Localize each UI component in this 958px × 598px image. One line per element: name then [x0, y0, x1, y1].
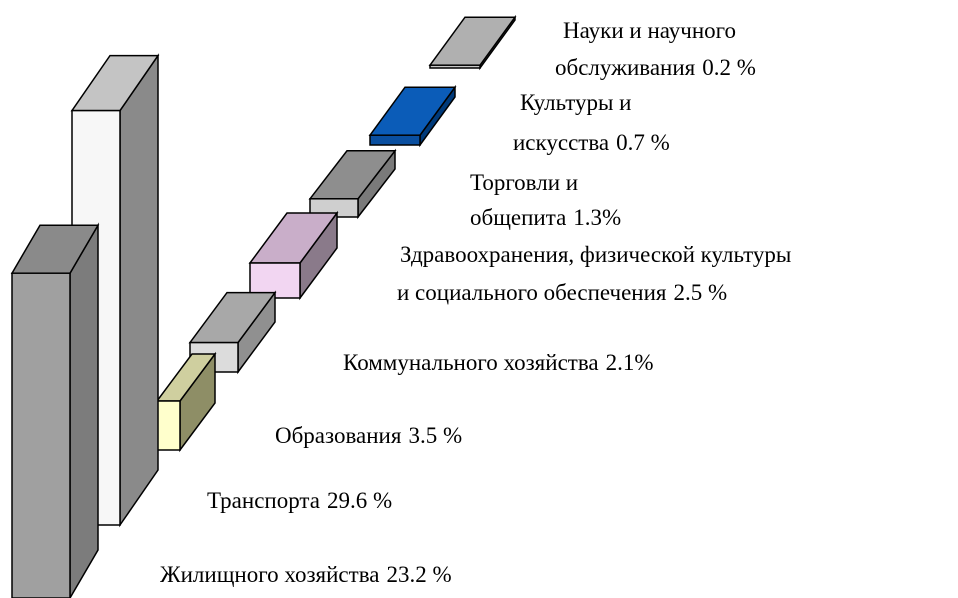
category-label: общепита 1.3%	[470, 205, 621, 230]
bar	[155, 351, 217, 453]
category-label: Транспорта 29.6 %	[207, 488, 392, 513]
bar	[368, 84, 457, 148]
bar-front	[11, 272, 71, 598]
bar-front	[156, 400, 181, 451]
bar	[428, 14, 517, 71]
bar	[248, 210, 339, 301]
category-label: Жилищного хозяйства 23.2 %	[160, 562, 452, 587]
bar-side	[119, 53, 159, 528]
bar	[10, 222, 100, 598]
value-label: 23.2 %	[386, 562, 451, 587]
category-label: Образования 3.5 %	[275, 423, 462, 448]
bar	[308, 148, 397, 220]
category-label: искусства 0.7 %	[513, 130, 670, 155]
value-label: 1.3%	[573, 205, 621, 230]
value-label: 2.5 %	[674, 280, 728, 305]
value-label: 2.1%	[606, 350, 654, 375]
category-label: Коммунального хозяйства 2.1%	[343, 350, 654, 375]
category-label: Науки и научного	[563, 18, 736, 43]
category-label: Торговли и	[470, 170, 578, 195]
bar-side	[69, 222, 99, 598]
value-label: 0.2 %	[702, 55, 756, 80]
category-label: обслуживания 0.2 %	[555, 55, 756, 80]
category-label: Здравоохранения, физической культуры	[400, 242, 791, 267]
bar-front	[369, 134, 421, 146]
category-label: Культуры и	[520, 90, 631, 115]
bar-front	[429, 64, 481, 69]
category-label: и социального обеспечения 2.5 %	[397, 280, 727, 305]
value-label: 3.5 %	[408, 423, 462, 448]
value-label: 0.7 %	[616, 130, 670, 155]
bar-top	[428, 16, 517, 66]
value-label: 29.6 %	[327, 488, 392, 513]
